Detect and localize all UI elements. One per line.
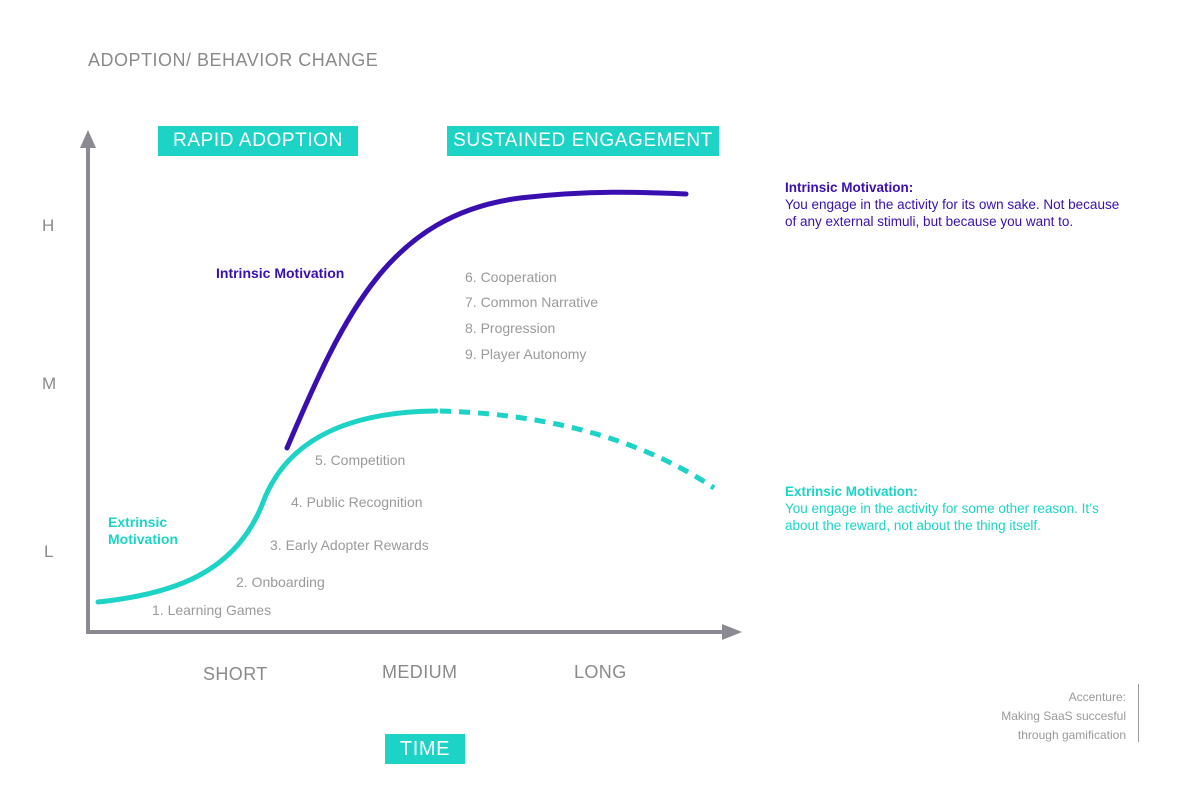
step-6: 6. Cooperation xyxy=(465,269,557,285)
credit-line-1: Accenture: xyxy=(1068,690,1126,704)
credit-line-2: Making SaaS succesful xyxy=(1001,709,1126,723)
y-axis-arrow-icon xyxy=(80,130,96,148)
y-label-high: H xyxy=(42,216,55,235)
extrinsic-definition-text: You engage in the activity for some othe… xyxy=(785,501,1099,533)
step-1: 1. Learning Games xyxy=(152,602,272,618)
step-2: 2. Onboarding xyxy=(236,574,325,590)
intrinsic-definition: Intrinsic Motivation: You engage in the … xyxy=(785,179,1130,230)
step-5: 5. Competition xyxy=(315,452,406,468)
extrinsic-definition: Extrinsic Motivation: You engage in the … xyxy=(785,483,1130,534)
diagram-title: ADOPTION/ BEHAVIOR CHANGE xyxy=(88,50,379,70)
step-4: 4. Public Recognition xyxy=(291,494,423,510)
y-label-medium: M xyxy=(42,374,57,393)
phase-sustained-engagement: SUSTAINED ENGAGEMENT xyxy=(447,126,719,156)
extrinsic-definition-title: Extrinsic Motivation: xyxy=(785,484,918,499)
extrinsic-motivation-decline-curve xyxy=(439,408,716,491)
step-9: 9. Player Autonomy xyxy=(465,346,587,362)
step-3: 3. Early Adopter Rewards xyxy=(270,537,429,553)
x-label-medium: MEDIUM xyxy=(382,662,458,682)
x-label-short: SHORT xyxy=(203,664,268,684)
x-axis-title: TIME xyxy=(385,734,465,764)
x-axis-arrow-icon xyxy=(722,624,742,640)
step-7: 7. Common Narrative xyxy=(465,294,599,310)
intrinsic-definition-text: You engage in the activity for its own s… xyxy=(785,197,1120,229)
credit-divider xyxy=(1138,684,1139,742)
y-label-low: L xyxy=(44,542,54,561)
extrinsic-motivation-curve xyxy=(95,408,439,605)
source-credit: Accenture: Making SaaS succesful through… xyxy=(1001,688,1126,745)
phase-rapid-adoption: RAPID ADOPTION xyxy=(158,126,358,156)
credit-line-3: through gamification xyxy=(1017,728,1126,742)
intrinsic-definition-title: Intrinsic Motivation: xyxy=(785,180,914,195)
intrinsic-curve-label: Intrinsic Motivation xyxy=(216,265,345,281)
intrinsic-motivation-curve xyxy=(284,189,689,451)
extrinsic-curve-label: Extrinsic Motivation xyxy=(108,514,178,547)
x-label-long: LONG xyxy=(574,662,627,682)
step-8: 8. Progression xyxy=(465,320,556,336)
